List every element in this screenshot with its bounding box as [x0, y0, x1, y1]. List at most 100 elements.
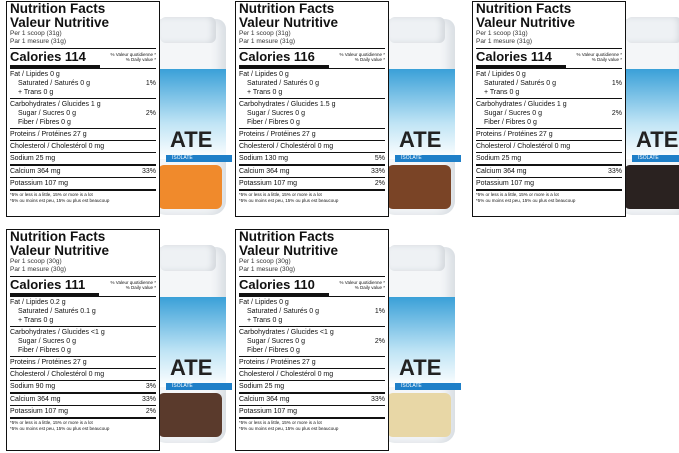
fat-group: Fat / Lipides 0 g Saturated / Saturés 0 g… [239, 68, 385, 98]
calcium: Calcium 364 mg [239, 396, 290, 403]
potassium-percent: 2% [145, 408, 156, 415]
calcium-row: Calcium 364 mg 33% [10, 392, 156, 405]
calcium: Calcium 364 mg [10, 168, 61, 175]
calories-row: Calories 114 % Valeur quotidienne *% Dail… [10, 48, 156, 68]
trans: + Trans 0 g [484, 89, 520, 96]
bottle-brand: ATE [170, 355, 213, 380]
calcium-row: Calcium 364 mg 33% [476, 164, 622, 177]
serving-fr: Par 1 mesure (31g) [10, 38, 66, 45]
protein: Proteins / Protéines 27 g [10, 359, 87, 366]
serving-en: Per 1 scoop (30g) [239, 258, 291, 265]
flavor-image [387, 393, 451, 437]
dv-en: % Daily value * [591, 57, 622, 62]
dv-fr: % Valeur quotidienne * [110, 52, 156, 57]
bottle-band-text: ISOLATE [632, 155, 679, 162]
trans: + Trans 0 g [18, 89, 54, 96]
potassium-row: Potassium 107 mg [476, 177, 622, 189]
trans: + Trans 0 g [247, 89, 283, 96]
carbohydrates: Carbohydrates / Glucides 1 g [10, 101, 101, 108]
potassium: Potassium 107 mg [10, 180, 68, 187]
sodium-row: Sodium 25 mg [10, 152, 156, 164]
carbs-group: Carbohydrates / Glucides <1 g Sugar / Suc… [10, 326, 156, 356]
product-bottle: ATE ISOLATE [381, 245, 461, 443]
footnote: *5% or less is a little, 15% or more is … [10, 417, 156, 431]
fat-group: Fat / Lipides 0 g Saturated / Saturés 0 g… [476, 68, 622, 98]
flavor-image [158, 165, 222, 209]
title-fr: Valeur Nutritive [239, 243, 339, 258]
nutrition-facts-panel: Nutrition Facts Valeur Nutritive Per 1 sco… [472, 1, 626, 217]
sugar: Sugar / Sucres 0 g [18, 110, 76, 117]
daily-value-header: % Valeur quotidienne *% Daily value * [111, 52, 156, 62]
title-fr: Valeur Nutritive [10, 243, 110, 258]
carbs-group: Carbohydrates / Glucides 1.5 g Sugar / Su… [239, 98, 385, 128]
carbs-percent: 2% [145, 110, 156, 117]
fat: Fat / Lipides 0 g [476, 71, 526, 78]
flavor-image [158, 393, 222, 437]
carbs-percent: 2% [374, 338, 385, 345]
bottle-band-text: ISOLATE [166, 383, 232, 390]
fat-percent: 1% [145, 80, 156, 87]
footnote: *5% or less is a little, 15% or more is … [476, 189, 622, 203]
bottle-band-text: ISOLATE [166, 155, 232, 162]
bottle-brand: ATE [170, 127, 213, 152]
fat: Fat / Lipides 0 g [239, 299, 289, 306]
carbohydrates: Carbohydrates / Glucides 1 g [476, 101, 567, 108]
saturated: Saturated / Saturés 0 g [484, 80, 556, 87]
sugar: Sugar / Sucres 0 g [18, 338, 76, 345]
title-en: Nutrition Facts [239, 229, 335, 244]
cholesterol-row: Cholesterol / Cholestérol 0 mg [476, 140, 622, 152]
cholesterol: Cholesterol / Cholestérol 0 mg [476, 143, 571, 150]
title-fr: Valeur Nutritive [10, 15, 110, 30]
nutrition-card: ATE ISOLATE Nutrition Facts Valeur Nutriti… [231, 1, 461, 223]
serving-fr: Par 1 mesure (30g) [239, 266, 295, 273]
bottle-brand: ATE [399, 355, 442, 380]
title-en: Nutrition Facts [476, 1, 572, 16]
serving-fr: Par 1 mesure (31g) [476, 38, 532, 45]
fat: Fat / Lipides 0 g [10, 71, 60, 78]
protein: Proteins / Protéines 27 g [239, 131, 316, 138]
serving-en: Per 1 scoop (31g) [476, 30, 528, 37]
sodium: Sodium 25 mg [476, 155, 522, 162]
fiber: Fiber / Fibres 0 g [18, 347, 71, 354]
dv-en: % Daily value * [125, 285, 156, 290]
calcium-row: Calcium 364 mg 33% [239, 392, 385, 405]
bottle-brand: ATE [399, 127, 442, 152]
potassium-row: Potassium 107 mg 2% [10, 405, 156, 417]
bottle-label [381, 297, 455, 387]
bottle-label [381, 69, 455, 159]
fat: Fat / Lipides 0 g [239, 71, 289, 78]
sodium: Sodium 25 mg [10, 155, 56, 162]
flavor-image [387, 165, 451, 209]
carbohydrates: Carbohydrates / Glucides <1 g [10, 329, 105, 336]
cholesterol-row: Cholesterol / Cholestérol 0 mg [10, 140, 156, 152]
trans: + Trans 0 g [18, 317, 54, 324]
daily-value-header: % Valeur quotidienne *% Daily value * [111, 280, 156, 290]
calcium: Calcium 364 mg [10, 396, 61, 403]
potassium-row: Potassium 107 mg [239, 405, 385, 417]
nutrition-facts-panel: Nutrition Facts Valeur Nutritive Per 1 sco… [6, 1, 160, 217]
dv-fr: % Valeur quotidienne * [339, 52, 385, 57]
potassium-row: Potassium 107 mg 2% [239, 177, 385, 189]
bottle-band-text: ISOLATE [395, 383, 461, 390]
bottle-label [152, 297, 226, 387]
fat-percent: 1% [611, 80, 622, 87]
fiber: Fiber / Fibres 0 g [18, 119, 71, 126]
footnote: *5% or less is a little, 15% or more is … [10, 189, 156, 203]
protein: Proteins / Protéines 27 g [239, 359, 316, 366]
calcium-row: Calcium 364 mg 33% [10, 164, 156, 177]
nutrition-card: ATE ISOLATE Nutrition Facts Valeur Nutriti… [2, 229, 232, 451]
protein: Proteins / Protéines 27 g [10, 131, 87, 138]
bottle-cap [389, 17, 445, 43]
potassium: Potassium 107 mg [10, 408, 68, 415]
sodium: Sodium 130 mg [239, 155, 289, 162]
serving-fr: Par 1 mesure (31g) [239, 38, 295, 45]
fat-group: Fat / Lipides 0 g Saturated / Saturés 0 g… [10, 68, 156, 98]
carbs-group: Carbohydrates / Glucides 1 g Sugar / Sucr… [476, 98, 622, 128]
potassium-row: Potassium 107 mg [10, 177, 156, 189]
footnote-en: *5% or less is a little, 15% or more is … [476, 192, 559, 197]
footnote-en: *5% or less is a little, 15% or more is … [239, 192, 322, 197]
calcium-percent: 33% [370, 168, 385, 175]
saturated: Saturated / Saturés 0 g [18, 80, 90, 87]
dv-fr: % Valeur quotidienne * [576, 52, 622, 57]
bottle-band-text: ISOLATE [395, 155, 461, 162]
